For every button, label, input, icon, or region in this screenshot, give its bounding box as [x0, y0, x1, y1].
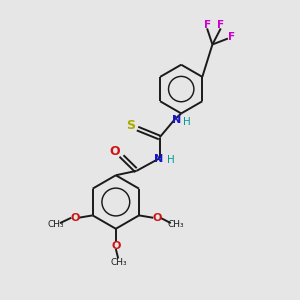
- Text: O: O: [110, 145, 120, 158]
- Text: O: O: [70, 213, 80, 223]
- Text: N: N: [172, 115, 181, 125]
- Text: CH₃: CH₃: [167, 220, 184, 230]
- Text: N: N: [154, 154, 164, 164]
- Text: F: F: [228, 32, 235, 42]
- Text: CH₃: CH₃: [110, 258, 127, 267]
- Text: F: F: [203, 20, 211, 30]
- Text: CH₃: CH₃: [47, 220, 64, 230]
- Text: O: O: [111, 241, 121, 251]
- Text: F: F: [217, 20, 224, 30]
- Text: H: H: [167, 155, 175, 165]
- Text: S: S: [127, 118, 136, 131]
- Text: H: H: [183, 117, 191, 127]
- Text: O: O: [152, 213, 161, 223]
